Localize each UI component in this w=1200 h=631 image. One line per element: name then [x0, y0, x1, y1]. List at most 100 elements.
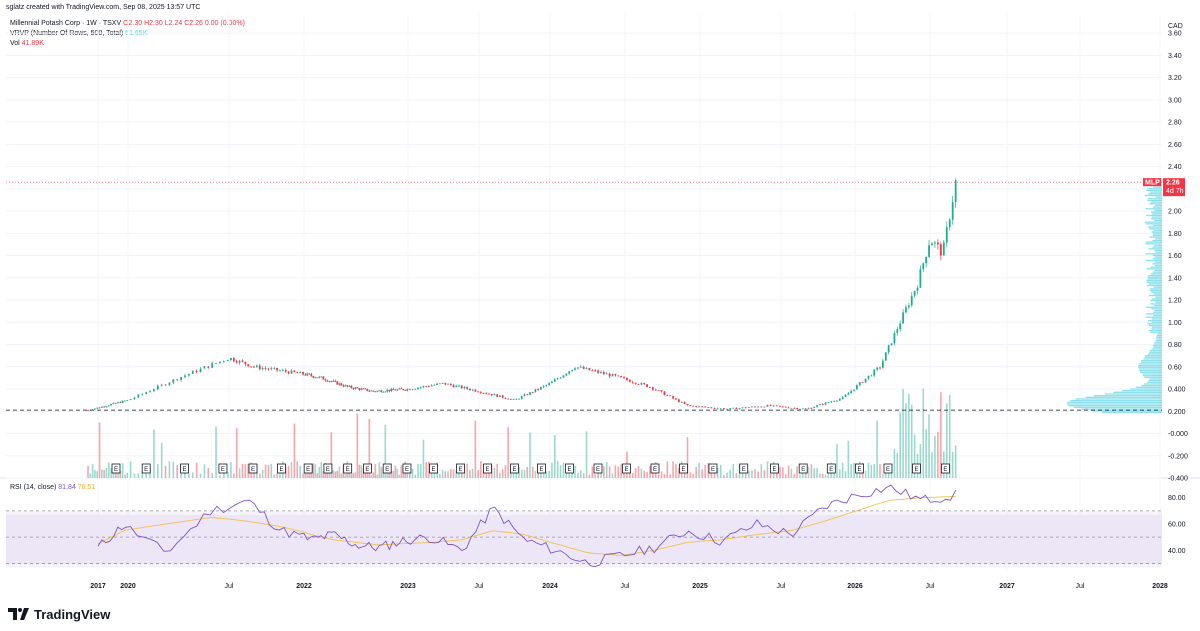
volume-bar — [306, 470, 309, 478]
volume-bar — [160, 443, 163, 478]
candle-body — [919, 269, 922, 288]
volume-bar — [230, 462, 232, 478]
volume-bar — [951, 451, 954, 478]
volume-bar — [850, 464, 853, 478]
candle-body — [821, 404, 824, 405]
vrvp-bar — [1150, 218, 1162, 220]
rsi-value: 81.84 — [58, 484, 76, 491]
vrvp-bar — [1155, 296, 1162, 298]
candle-body — [833, 401, 836, 403]
rsi-legend[interactable]: RSI (14, close) 81.84 76.51 — [10, 484, 95, 491]
vrvp-bar — [1151, 326, 1162, 328]
volume-bar — [233, 473, 235, 478]
volume-bar — [358, 464, 361, 478]
candle-body — [414, 388, 417, 390]
earnings-marker-box — [218, 463, 228, 474]
volume-bar — [411, 468, 414, 478]
candle-body — [838, 398, 841, 401]
earnings-marker-label: E — [914, 467, 918, 473]
candle-body — [207, 366, 210, 368]
vrvp-bar — [1150, 201, 1162, 203]
candle-body — [244, 361, 247, 365]
candle-body — [864, 378, 867, 383]
vrvp-bar — [1148, 329, 1162, 332]
vrvp-bar — [1149, 203, 1162, 205]
earnings-marker-label: E — [459, 467, 463, 473]
volume-bar — [219, 474, 221, 478]
last-price-label: 2.26 — [1166, 180, 1180, 187]
vrvp-bar — [1147, 319, 1162, 322]
candle-body — [452, 385, 455, 388]
candle-body — [772, 405, 775, 407]
candle-body — [352, 387, 355, 389]
volume-bar — [686, 437, 689, 478]
volume-bar — [203, 464, 206, 478]
candle-body — [585, 367, 588, 369]
volume-bar — [634, 468, 637, 478]
vrvp-bar — [1152, 344, 1162, 347]
vrvp-bar — [1139, 368, 1162, 370]
volume-bar — [326, 469, 329, 478]
earnings-marker-box — [708, 463, 718, 474]
volume-bar — [893, 448, 896, 478]
vrvp-bar — [1154, 269, 1162, 272]
candle-body — [870, 375, 873, 377]
candle-body — [539, 387, 542, 390]
candle-body — [384, 391, 387, 393]
volume-bar — [477, 469, 479, 478]
candle-body — [660, 390, 663, 392]
earnings-marker: E — [593, 463, 603, 474]
candle-body — [951, 201, 954, 220]
volume-bar — [504, 465, 507, 478]
earnings-marker: E — [218, 463, 228, 474]
vrvp-bar — [1101, 411, 1162, 413]
candle-body — [388, 389, 391, 392]
candle-body — [485, 393, 488, 394]
candle-body — [133, 397, 136, 400]
vrvp-bar — [1146, 313, 1162, 315]
candle-body — [400, 388, 403, 390]
candle-body — [654, 389, 657, 391]
volume-bar — [802, 472, 804, 478]
vrvp-bar — [1155, 339, 1162, 342]
earnings-marker-label: E — [943, 467, 947, 473]
volume-bar — [902, 389, 904, 478]
volume-bar — [501, 469, 504, 478]
vrvp-bar — [1151, 216, 1162, 218]
vrvp-bar — [1151, 231, 1162, 233]
symbol-legend[interactable]: Millennial Potash Corp · 1W · TSXV O2.30… — [10, 20, 245, 27]
volume-bar — [368, 418, 371, 478]
candle-body — [273, 367, 276, 369]
volume-bar — [913, 434, 916, 478]
vrvp-bar — [1148, 226, 1162, 228]
volume-bar — [646, 471, 648, 478]
volume-bar — [529, 432, 531, 478]
vrvp-bar — [1139, 369, 1162, 372]
vrvp-bar — [1147, 353, 1162, 355]
tradingview-logo-icon — [8, 608, 29, 620]
vrvp-bar — [1147, 381, 1162, 383]
volume-bar — [191, 472, 194, 478]
candle-body — [726, 409, 728, 410]
candle-body — [318, 376, 321, 378]
candle-body — [156, 385, 159, 390]
earnings-marker: E — [429, 463, 438, 474]
vrvp-bar — [1153, 311, 1162, 313]
candle-body — [515, 398, 518, 400]
candle-body — [160, 384, 163, 386]
volume-bar — [247, 463, 250, 478]
volume-bar — [787, 465, 790, 478]
candle-body — [466, 386, 469, 389]
candle-body — [474, 389, 477, 392]
volume-bar — [934, 435, 936, 478]
vrvp-bar — [1070, 400, 1162, 402]
vrvp-bar — [1151, 298, 1162, 300]
volume-bar — [296, 461, 299, 478]
volume-bar — [267, 464, 270, 478]
earnings-marker: E — [622, 463, 631, 474]
volume-bar — [515, 471, 518, 478]
candle-body — [698, 406, 700, 408]
price-tick-label: 1.20 — [1168, 298, 1182, 305]
volume-legend[interactable]: Vol 41.89K — [10, 40, 44, 47]
